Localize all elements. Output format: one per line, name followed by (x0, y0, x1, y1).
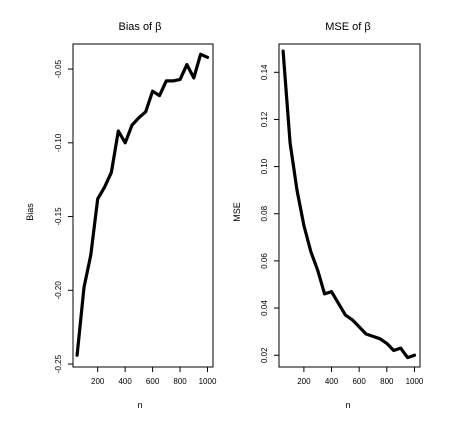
bias-y-tick-label: -0.25 (54, 354, 63, 373)
bias-x-tick-label: 1000 (199, 377, 217, 386)
bias-x-tick-label: 400 (118, 377, 132, 386)
bias-x-axis-label: n (137, 400, 142, 410)
mse-series-line (281, 49, 417, 360)
mse-y-tick-label: 0.14 (260, 64, 269, 80)
mse-x-axis-label: n (345, 400, 350, 410)
mse-y-tick-label: 0.04 (260, 300, 269, 316)
mse-x-tick-label: 800 (380, 377, 394, 386)
bias-plot-frame (72, 43, 214, 368)
mse-x-tick-label: 600 (352, 377, 366, 386)
bias-y-axis-label: Bias (25, 203, 35, 221)
mse-panel: MSE of β n MSE 200 400 600 800 1000 0.02 0.04 0… (232, 21, 424, 410)
bias-y-tick-label: -0.10 (54, 133, 63, 152)
bias-panel: Bias of β n Bias 200 400 600 800 1000 -0.25 -0… (25, 21, 217, 410)
mse-y-tick-label: 0.02 (260, 347, 269, 363)
bias-y-tick-label: -0.15 (54, 207, 63, 226)
bias-chart-title: Bias of β (118, 21, 161, 33)
bias-y-tick-label: -0.05 (54, 59, 63, 78)
bias-x-tick-label: 800 (173, 377, 187, 386)
mse-x-tick-label: 200 (297, 377, 311, 386)
mse-chart-title: MSE of β (325, 21, 370, 33)
mse-plot-frame (278, 43, 421, 368)
mse-y-axis-label: MSE (232, 202, 242, 222)
mse-y-tick-label: 0.06 (260, 253, 269, 269)
mse-y-tick-label: 0.10 (260, 158, 269, 174)
mse-y-tick-label: 0.12 (260, 111, 269, 127)
bias-series-line (75, 52, 210, 357)
bias-x-tick-label: 600 (146, 377, 160, 386)
mse-y-tick-label: 0.08 (260, 205, 269, 221)
mse-x-tick-label: 400 (325, 377, 339, 386)
bias-x-tick-label: 200 (91, 377, 105, 386)
mse-x-tick-label: 1000 (406, 377, 424, 386)
bias-y-tick-label: -0.20 (54, 281, 63, 300)
